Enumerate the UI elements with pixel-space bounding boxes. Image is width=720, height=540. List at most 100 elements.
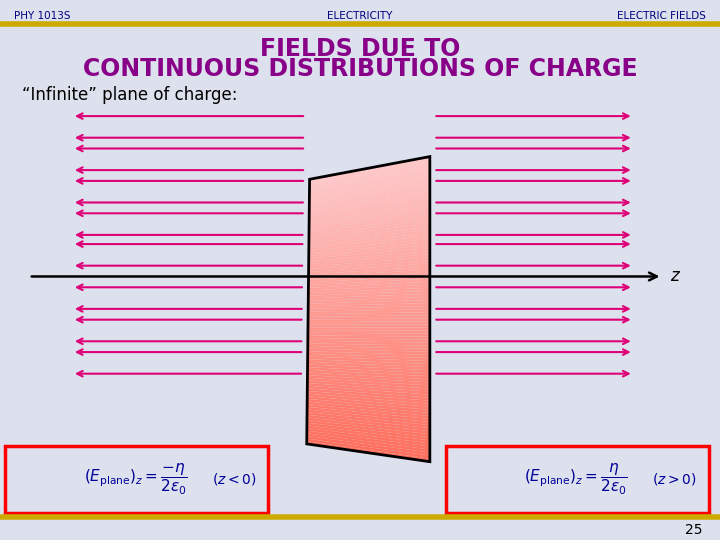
Polygon shape [309, 227, 430, 243]
Polygon shape [307, 399, 430, 413]
Polygon shape [309, 239, 430, 253]
Polygon shape [307, 412, 430, 428]
Text: $(z > 0)$: $(z > 0)$ [652, 471, 697, 487]
FancyBboxPatch shape [5, 446, 268, 513]
Polygon shape [309, 254, 430, 267]
Polygon shape [307, 402, 430, 416]
Polygon shape [308, 306, 430, 312]
Polygon shape [307, 426, 430, 443]
Polygon shape [307, 388, 430, 401]
Polygon shape [309, 224, 430, 240]
Text: “Infinite” plane of charge:: “Infinite” plane of charge: [22, 85, 237, 104]
Polygon shape [309, 214, 430, 232]
Polygon shape [307, 433, 430, 453]
Polygon shape [309, 208, 430, 227]
Polygon shape [308, 321, 430, 325]
Text: $\left(E_{\mathrm{plane}}\right)_z = \dfrac{-\eta}{2\varepsilon_0}$: $\left(E_{\mathrm{plane}}\right)_z = \df… [84, 461, 188, 497]
Text: $(z < 0)$: $(z < 0)$ [212, 471, 256, 487]
Polygon shape [307, 373, 430, 382]
Polygon shape [310, 184, 430, 206]
Polygon shape [310, 175, 430, 198]
Polygon shape [309, 230, 430, 245]
Polygon shape [308, 333, 430, 336]
Polygon shape [309, 242, 430, 256]
Polygon shape [307, 367, 430, 376]
Polygon shape [308, 279, 430, 288]
Polygon shape [308, 282, 430, 291]
Polygon shape [310, 187, 430, 208]
Polygon shape [307, 380, 430, 392]
Polygon shape [309, 212, 430, 230]
Polygon shape [308, 312, 430, 317]
Text: PHY 1013S: PHY 1013S [14, 11, 71, 21]
Polygon shape [308, 294, 430, 301]
Polygon shape [307, 354, 430, 361]
Polygon shape [308, 309, 430, 314]
Text: ELECTRICITY: ELECTRICITY [328, 11, 392, 21]
Polygon shape [308, 335, 430, 340]
Polygon shape [309, 199, 430, 219]
Polygon shape [308, 269, 430, 280]
FancyBboxPatch shape [446, 446, 709, 513]
Polygon shape [307, 343, 430, 349]
Text: 25: 25 [685, 523, 702, 537]
Polygon shape [310, 169, 430, 192]
Polygon shape [309, 251, 430, 264]
Polygon shape [308, 288, 430, 296]
Polygon shape [307, 356, 430, 364]
Polygon shape [308, 291, 430, 298]
Polygon shape [307, 349, 430, 355]
Polygon shape [307, 438, 430, 458]
Polygon shape [308, 273, 430, 282]
Polygon shape [307, 420, 430, 437]
Polygon shape [307, 409, 430, 425]
Polygon shape [307, 378, 430, 388]
Text: $z$: $z$ [670, 267, 680, 286]
Polygon shape [308, 325, 430, 327]
Polygon shape [308, 303, 430, 309]
Polygon shape [310, 172, 430, 195]
Polygon shape [307, 375, 430, 386]
Polygon shape [310, 178, 430, 200]
Polygon shape [308, 338, 430, 343]
Polygon shape [308, 300, 430, 306]
Polygon shape [309, 257, 430, 269]
Polygon shape [309, 264, 430, 274]
Text: ELECTRIC FIELDS: ELECTRIC FIELDS [617, 11, 706, 21]
Polygon shape [308, 285, 430, 293]
Polygon shape [310, 190, 430, 211]
Text: CONTINUOUS DISTRIBUTIONS OF CHARGE: CONTINUOUS DISTRIBUTIONS OF CHARGE [83, 57, 637, 81]
Polygon shape [309, 193, 430, 214]
Polygon shape [308, 318, 430, 322]
Polygon shape [307, 407, 430, 422]
Polygon shape [308, 275, 430, 285]
Polygon shape [307, 431, 430, 449]
Polygon shape [307, 441, 430, 462]
Polygon shape [309, 260, 430, 272]
Polygon shape [310, 160, 430, 185]
Polygon shape [308, 341, 430, 346]
Polygon shape [307, 364, 430, 373]
Polygon shape [308, 297, 430, 303]
Polygon shape [307, 415, 430, 431]
Polygon shape [307, 428, 430, 447]
Polygon shape [307, 352, 430, 358]
Polygon shape [307, 359, 430, 367]
Polygon shape [310, 157, 430, 182]
Text: FIELDS DUE TO: FIELDS DUE TO [260, 37, 460, 60]
Polygon shape [309, 218, 430, 235]
Polygon shape [307, 436, 430, 456]
Polygon shape [307, 391, 430, 404]
Polygon shape [310, 163, 430, 187]
Polygon shape [307, 370, 430, 379]
Polygon shape [308, 315, 430, 320]
Polygon shape [309, 266, 430, 277]
Polygon shape [308, 327, 430, 330]
Text: $\left(E_{\mathrm{plane}}\right)_z = \dfrac{\eta}{2\varepsilon_0}$: $\left(E_{\mathrm{plane}}\right)_z = \df… [524, 461, 628, 497]
Polygon shape [307, 423, 430, 440]
Polygon shape [307, 362, 430, 370]
Polygon shape [307, 346, 430, 352]
Polygon shape [310, 181, 430, 203]
Polygon shape [309, 221, 430, 238]
Polygon shape [308, 330, 430, 334]
